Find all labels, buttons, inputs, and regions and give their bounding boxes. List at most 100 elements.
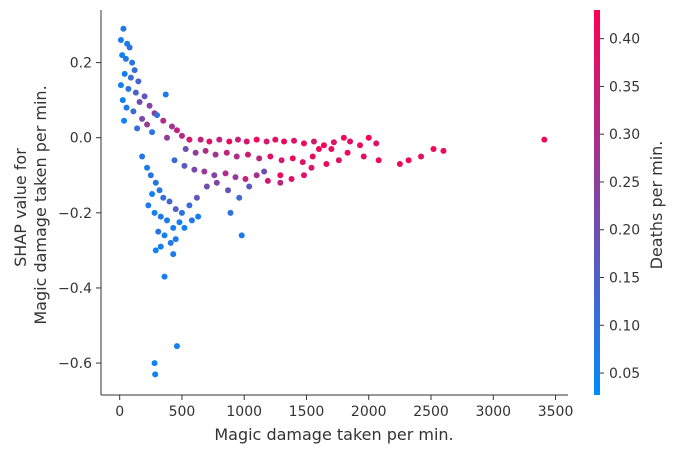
y-axis-label-line1: SHAP value for [11,148,30,267]
y-tick-label: −0.4 [58,281,92,297]
data-point [119,97,126,104]
data-point [191,166,198,173]
data-point [161,273,168,280]
data-point [152,371,159,378]
data-point [344,149,351,156]
data-point [323,161,330,167]
data-point [213,179,220,186]
data-point [135,78,142,85]
x-tick-label: 1500 [289,404,325,420]
data-point [172,236,179,243]
data-point [300,140,307,147]
data-point [149,191,156,198]
data-point [222,170,229,177]
data-point [168,123,175,130]
data-point [170,224,177,231]
data-point [300,172,307,179]
data-point [178,209,185,216]
data-point [141,93,148,100]
data-point [172,206,179,213]
data-point [161,232,168,239]
data-point [144,121,151,128]
data-point [178,132,185,139]
data-point [156,187,163,194]
scatter-points [117,25,548,378]
y-axis-label: SHAP value for Magic damage taken per mi… [11,85,50,324]
data-point [267,153,274,160]
data-point [173,343,180,350]
colorbar-tick-label: 0.25 [609,175,640,191]
data-point [151,360,158,367]
data-point [186,136,193,143]
data-point [182,145,189,152]
data-point [145,202,152,209]
y-tick-label: 0.0 [70,131,92,147]
y-axis-label-line2: Magic damage taken per min. [31,85,50,324]
data-point [136,99,143,106]
y-tick-label: 0.2 [70,56,92,72]
data-point [405,157,412,164]
colorbar-tick-label: 0.35 [609,79,640,95]
data-point [299,159,306,166]
data-point [134,125,141,132]
colorbar-tick-label: 0.40 [609,32,640,48]
data-point [261,168,268,175]
data-point [166,198,173,205]
data-point [320,142,327,149]
x-tick-label: 500 [169,404,196,420]
data-point [347,138,354,145]
data-point [238,232,245,239]
data-point [289,155,296,162]
data-point [272,136,279,143]
data-point [211,172,218,179]
data-point [117,82,124,89]
data-point [188,217,195,224]
data-point [281,138,288,145]
data-point [541,136,548,143]
data-point [310,138,317,145]
data-point [157,213,164,220]
data-point [127,74,134,81]
axes [100,10,568,396]
data-point [117,37,124,44]
data-point [256,155,263,162]
data-point [167,239,174,246]
data-point [308,164,315,171]
data-point [253,136,260,143]
x-tick-label: 2000 [351,404,387,420]
colorbar-tick-label: 0.20 [609,223,640,239]
data-point [277,179,284,186]
data-point [132,89,139,96]
data-point [309,153,316,160]
data-point [195,213,202,220]
data-point [193,194,200,201]
data-point [147,172,154,179]
data-point [263,138,270,145]
data-point [125,85,132,92]
data-point [154,112,161,119]
x-ticks: 0 500 1000 1500 2000 2500 3000 3500 [115,395,573,420]
data-point [340,134,347,141]
data-point [192,149,199,156]
colorbar-tick-label: 0.05 [609,366,640,382]
data-point [152,247,159,254]
y-tick-label: −0.6 [58,356,92,372]
data-point [173,127,180,134]
data-point [181,224,188,231]
data-point [157,243,164,250]
data-point [430,145,437,152]
data-point [164,217,171,224]
data-point [243,138,250,145]
data-point [278,157,285,164]
data-point [335,157,342,164]
data-point [236,194,243,201]
data-point [201,168,208,175]
data-point [234,136,241,143]
data-point [176,219,183,226]
data-point [264,177,271,184]
data-point [244,151,251,158]
data-point [123,104,130,111]
data-point [160,117,167,124]
data-point [181,162,188,169]
data-point [291,137,298,144]
